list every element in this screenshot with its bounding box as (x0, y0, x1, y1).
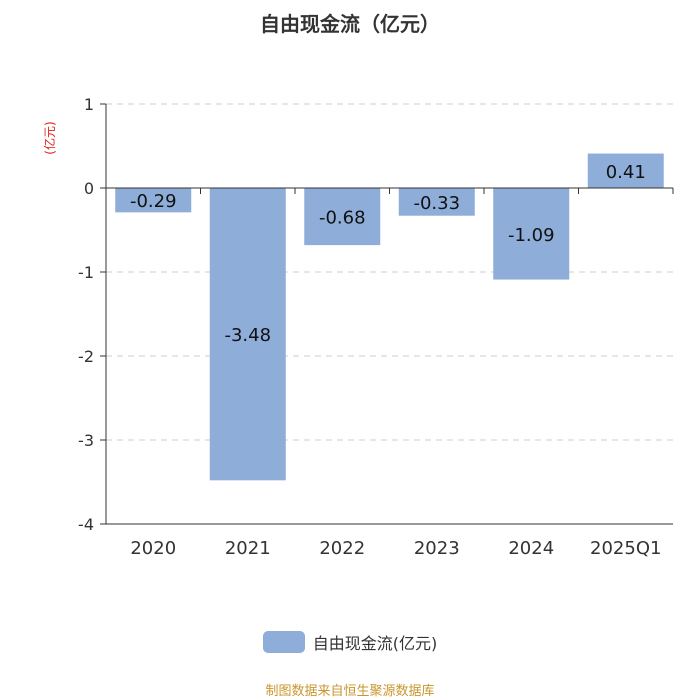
data-label: 0.41 (606, 162, 646, 183)
y-tick-label: -1 (78, 263, 94, 282)
y-tick-label: -2 (78, 347, 94, 366)
chart-title: 自由现金流（亿元） (260, 12, 440, 36)
y-tick-label: -3 (78, 431, 94, 450)
bar (587, 153, 664, 188)
y-tick-label: 0 (84, 179, 94, 198)
x-tick-label: 2021 (225, 538, 271, 559)
data-label: -1.09 (508, 225, 555, 246)
bar (398, 188, 475, 216)
source-note: 制图数据来自恒生聚源数据库 (265, 684, 435, 699)
legend-label: 自由现金流(亿元) (312, 634, 438, 653)
x-tick-label: 2022 (319, 538, 365, 559)
bar (493, 188, 570, 280)
data-label: -0.33 (413, 193, 460, 214)
x-tick-label: 2024 (508, 538, 554, 559)
bar (209, 188, 286, 481)
data-label: -0.29 (130, 191, 177, 212)
legend[interactable]: 自由现金流(亿元) (0, 630, 700, 654)
x-tick-label: 2020 (130, 538, 176, 559)
y-axis-label: (亿元) (42, 121, 57, 154)
data-label: -3.48 (224, 325, 271, 346)
data-label: -0.68 (319, 208, 366, 229)
bar (304, 188, 381, 246)
bar (115, 188, 192, 213)
y-tick-label: -4 (78, 515, 94, 534)
y-tick-label: 1 (84, 95, 94, 114)
x-tick-label: 2025Q1 (590, 538, 661, 559)
legend-swatch (262, 631, 305, 653)
x-tick-label: 2023 (414, 538, 460, 559)
